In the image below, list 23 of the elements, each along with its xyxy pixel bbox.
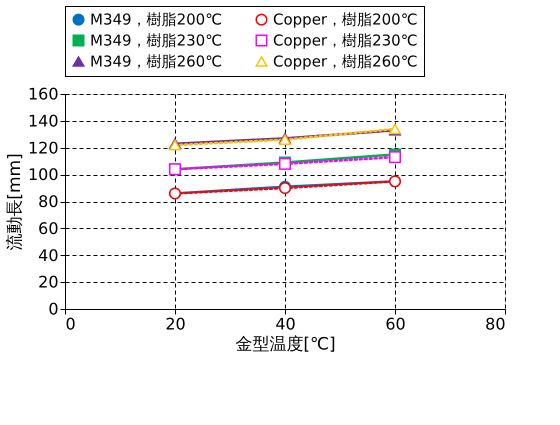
y-tick-label: 0 <box>48 300 58 318</box>
x-tick-label: 0 <box>66 314 76 334</box>
x-tick-label: 60 <box>385 314 406 334</box>
y-tick-label: 20 <box>38 272 58 292</box>
legend-label: Copper，樹脂200℃ <box>273 10 418 29</box>
point <box>389 151 401 164</box>
y-tick-label: 80 <box>38 192 58 211</box>
x-tick-label: 40 <box>275 314 296 334</box>
y-tick-label: 60 <box>38 218 58 238</box>
y-axis-title: 流動長[mm] <box>4 153 25 251</box>
y-tick-label: 140 <box>28 111 58 130</box>
y-tick-label: 160 <box>28 84 58 104</box>
legend-label: M349，樹脂200℃ <box>90 10 222 29</box>
x-tick-label: 20 <box>165 314 186 334</box>
y-tick-label: 100 <box>28 165 58 184</box>
x-tick-label: 80 <box>485 314 506 334</box>
x-axis-title: 金型温度[℃] <box>235 334 336 354</box>
y-tick-label: 40 <box>38 246 58 265</box>
y-tick-label: 120 <box>28 138 58 158</box>
legend-label: M349，樹脂260℃ <box>90 52 222 70</box>
legend-label: Copper，樹脂260℃ <box>273 52 418 70</box>
legend-label: M349，樹脂230℃ <box>90 32 222 50</box>
legend-label: Copper，樹脂230℃ <box>273 32 418 50</box>
